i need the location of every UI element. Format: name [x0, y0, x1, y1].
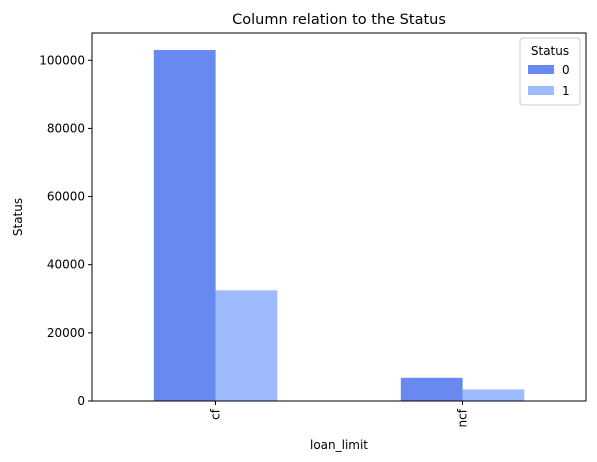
bar-series-1-ncf [463, 389, 525, 401]
bar-series-1-cf [216, 290, 278, 401]
x-axis-label: loan_limit [310, 438, 368, 452]
y-tick-label: 20000 [47, 326, 85, 340]
legend-label-1: 1 [562, 84, 570, 98]
chart-title: Column relation to the Status [232, 12, 446, 28]
legend-title: Status [531, 44, 569, 58]
y-tick-label: 40000 [47, 258, 85, 272]
legend: Status 0 1 [520, 38, 580, 105]
y-tick-label: 0 [77, 394, 85, 408]
legend-swatch-1 [528, 86, 554, 95]
plot-area: 0 20000 40000 60000 80000 100000 cf ncf [39, 50, 524, 427]
bar-series-0-cf [154, 50, 216, 401]
y-tick-label: 80000 [47, 121, 85, 135]
y-tick-label: 100000 [39, 53, 85, 67]
bar-series-0-ncf [401, 378, 463, 401]
y-tick-label: 60000 [47, 190, 85, 204]
x-tick-label: cf [209, 408, 223, 420]
legend-label-0: 0 [562, 63, 570, 77]
x-tick-label: ncf [456, 408, 470, 427]
y-axis-label: Status [11, 198, 25, 236]
legend-swatch-0 [528, 65, 554, 74]
